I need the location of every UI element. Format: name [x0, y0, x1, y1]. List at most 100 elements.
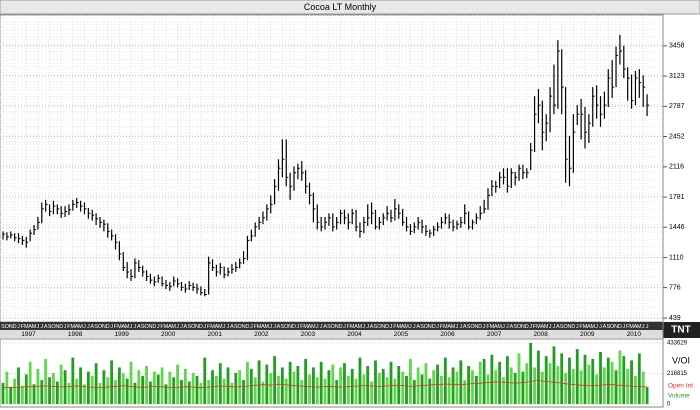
month-label: D	[152, 324, 156, 330]
volume-bar	[24, 374, 28, 404]
month-label: J	[273, 324, 276, 330]
volume-bar	[17, 367, 20, 404]
month-label: O	[470, 324, 475, 330]
month-label: M	[171, 324, 176, 330]
month-label: F	[440, 324, 444, 330]
volume-bar	[405, 375, 408, 404]
year-strip	[0, 330, 663, 338]
volume-bar	[634, 375, 637, 404]
volume-bar	[630, 360, 633, 404]
month-label: M	[303, 324, 308, 330]
volume-bar	[521, 371, 525, 404]
month-label: F	[67, 324, 71, 330]
volume-bar	[606, 357, 610, 404]
volume-bar	[86, 371, 90, 404]
volume-bar	[308, 374, 311, 404]
month-label: S	[327, 324, 331, 330]
volume-bar	[195, 375, 199, 404]
month-label: J	[506, 324, 509, 330]
volume-bar	[149, 381, 152, 404]
month-label: F	[486, 324, 490, 330]
volume-bar	[156, 374, 160, 404]
volume-bar	[145, 366, 148, 404]
y-tick-label: 216815	[667, 371, 688, 377]
month-label: A	[416, 324, 420, 330]
volume-bar	[75, 378, 79, 404]
volume-bar	[537, 350, 540, 404]
volume-bar	[304, 358, 308, 404]
legend-title: V/OI	[672, 355, 690, 365]
year-label: 2004	[347, 331, 362, 338]
year-label: 2005	[394, 331, 409, 338]
volume-bar	[28, 361, 32, 404]
volume-bar	[513, 373, 517, 404]
month-label: A	[308, 324, 312, 330]
month-label: D	[525, 324, 529, 330]
year-label: 2008	[533, 331, 548, 338]
month-label: N	[521, 324, 525, 330]
volume-bar	[618, 350, 622, 404]
month-label: A	[603, 324, 607, 330]
volume-bar	[21, 385, 24, 404]
month-label: F	[533, 324, 537, 330]
volume-bar	[83, 384, 86, 404]
month-label: M	[490, 324, 495, 330]
volume-bar	[502, 377, 505, 404]
volume-bar	[420, 374, 424, 404]
volume-bar	[428, 378, 432, 404]
month-label: J	[390, 324, 393, 330]
month-label: M	[629, 324, 634, 330]
month-label: J	[37, 324, 40, 330]
month-label: J	[269, 324, 272, 330]
volume-bar	[447, 377, 451, 404]
volume-bar	[626, 368, 630, 404]
month-label: M	[125, 324, 130, 330]
month-label: J	[40, 324, 43, 330]
month-label: N	[9, 324, 13, 330]
volume-bar	[354, 378, 358, 404]
volume-bar	[176, 364, 179, 404]
volume-bar	[533, 367, 536, 404]
legend-entry: Volume	[668, 393, 690, 400]
volume-bar	[482, 358, 486, 404]
month-label: A	[447, 324, 451, 330]
volume-bar	[568, 357, 571, 404]
volume-bar	[277, 375, 280, 404]
volume-bar	[641, 371, 645, 404]
month-label: A	[28, 324, 32, 330]
y-tick-label: 2452	[669, 133, 685, 140]
volume-bar	[587, 364, 591, 404]
month-label: J	[180, 324, 183, 330]
month-label: D	[432, 324, 436, 330]
month-label: M	[358, 324, 363, 330]
volume-bar	[517, 353, 521, 404]
volume-bar	[424, 363, 428, 404]
volume-bar	[339, 367, 342, 404]
month-label: J	[549, 324, 552, 330]
volume-bar	[246, 361, 249, 404]
volume-bar	[385, 377, 389, 404]
volume-bar	[261, 381, 265, 404]
y-tick-label: 2787	[669, 103, 685, 110]
month-label: J	[320, 324, 323, 330]
month-label: A	[90, 324, 94, 330]
volume-bar	[98, 382, 102, 404]
price-panel	[0, 14, 664, 323]
volume-bar	[199, 382, 203, 404]
month-label: A	[634, 324, 638, 330]
volume-bar	[48, 377, 51, 404]
month-label: S	[467, 324, 471, 330]
month-label: M	[443, 324, 448, 330]
month-label: F	[114, 324, 118, 330]
y-tick-label: 439	[669, 315, 681, 322]
month-label: M	[32, 324, 37, 330]
month-label: A	[587, 324, 591, 330]
volume-bar	[164, 384, 168, 404]
month-label: O	[563, 324, 568, 330]
month-label: N	[102, 324, 106, 330]
month-label: A	[494, 324, 498, 330]
y-tick-label: 3123	[669, 73, 685, 80]
month-label: A	[215, 324, 219, 330]
volume-bar	[1, 382, 5, 404]
volume-bar	[257, 360, 261, 404]
